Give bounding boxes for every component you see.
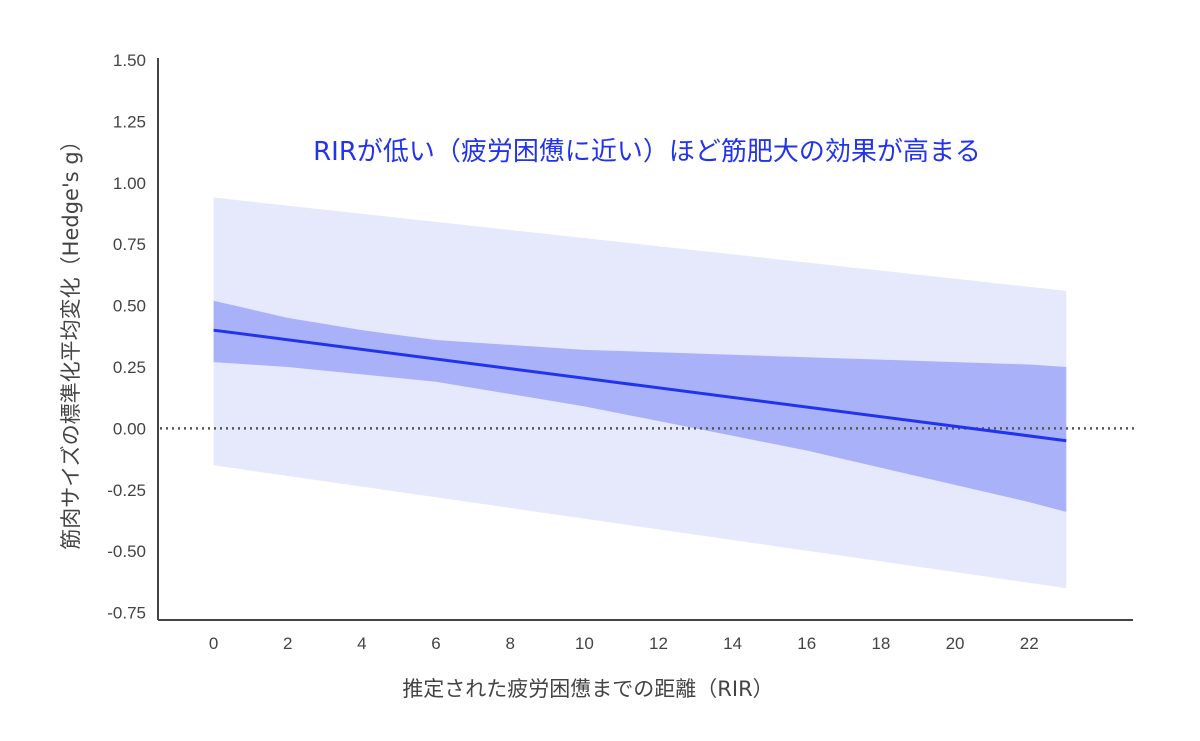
x-tick-label: 20 [946,634,965,653]
x-axis-title: 推定された疲労困憊までの距離（RIR） [402,677,773,701]
y-tick-label: 1.25 [113,112,146,131]
x-tick-label: 2 [283,634,292,653]
y-tick-label: 0.75 [113,235,146,254]
x-tick-label: 16 [797,634,816,653]
x-tick-label: 14 [723,634,742,653]
y-tick-label: 1.00 [113,174,146,193]
x-tick-label: 4 [357,634,366,653]
y-axis-ticks: 1.50 1.25 1.00 0.75 0.50 0.25 0.00 -0.25 -0.50 -0… [107,51,146,623]
x-tick-label: 22 [1020,634,1039,653]
x-tick-label: 0 [209,634,218,653]
y-tick-label: 1.50 [113,51,146,70]
estimate-line [213,328,1067,443]
chart-annotation: RIRが低い（疲労困憊に近い）ほど筋肥大の効果が高まる [313,137,981,167]
y-tick-label: -0.25 [107,481,146,500]
y-tick-label: -0.50 [107,542,146,561]
x-tick-label: 12 [649,634,668,653]
x-tick-label: 8 [505,634,514,653]
y-axis-title: 筋肉サイズの標準化平均変化（Hedge's g） [59,130,83,549]
x-tick-label: 10 [575,634,594,653]
x-tick-label: 6 [431,634,440,653]
y-tick-label: -0.75 [107,604,146,623]
x-tick-label: 18 [871,634,890,653]
y-tick-label: 0.00 [113,419,146,438]
confidence-interval-band [213,300,1067,512]
x-axis-ticks: 0 2 4 6 8 10 12 14 16 18 20 22 [209,634,1039,653]
y-tick-label: 0.25 [113,358,146,377]
y-tick-label: 0.50 [113,297,146,316]
